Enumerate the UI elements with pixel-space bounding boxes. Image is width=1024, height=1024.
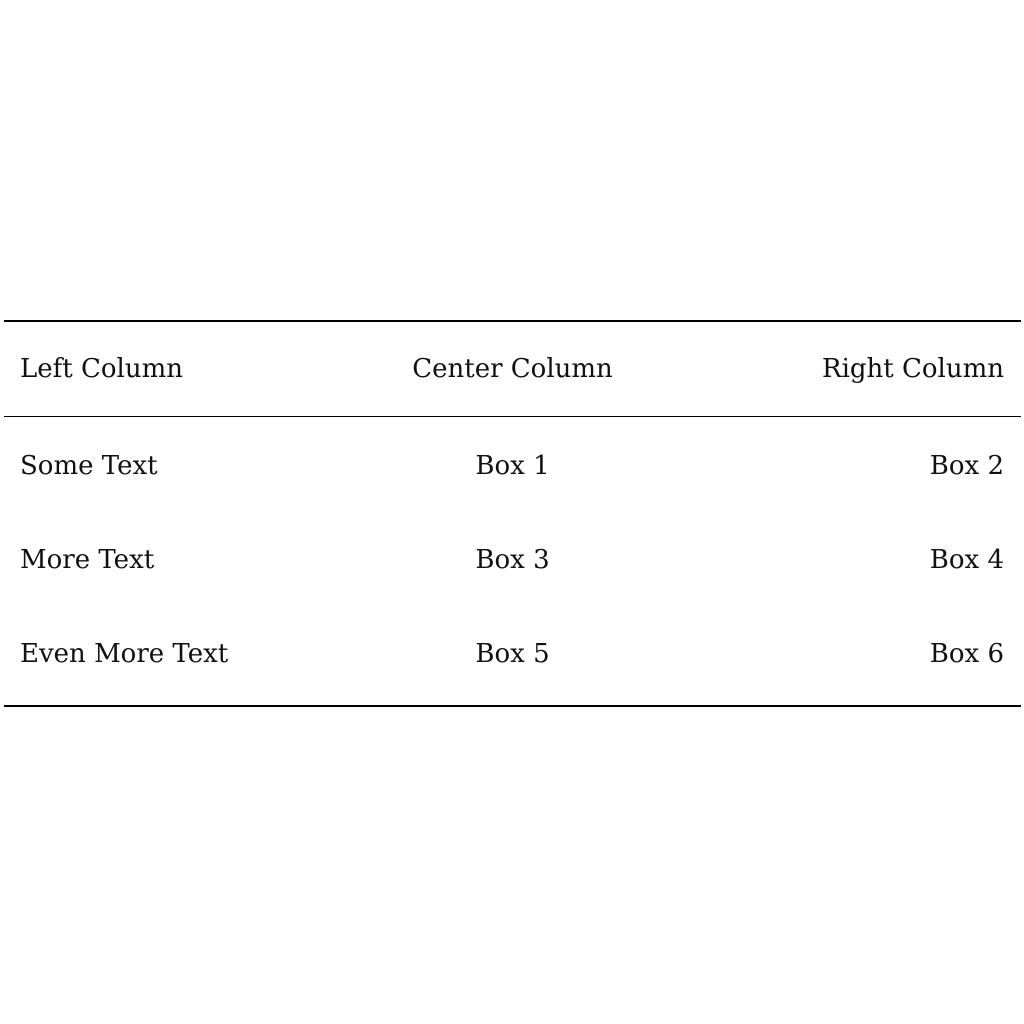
table-header-rule — [4, 416, 1021, 417]
table-cell-left: Some Text — [20, 451, 158, 481]
table-cell-center: Box 1 — [475, 451, 550, 481]
header-right-column: Right Column — [822, 354, 1004, 384]
table-cell-right: Box 6 — [929, 639, 1004, 669]
table-cell-center: Box 3 — [475, 545, 550, 575]
table-cell-right: Box 4 — [929, 545, 1004, 575]
table-body: Some Text Box 1 Box 2 More Text Box 3 Bo… — [4, 417, 1021, 705]
table-cell-left: More Text — [20, 545, 155, 575]
table-row: Even More Text Box 5 Box 6 — [4, 607, 1021, 701]
table-bottom-rule — [4, 705, 1021, 707]
header-left-column: Left Column — [20, 354, 183, 384]
table-row: More Text Box 3 Box 4 — [4, 513, 1021, 607]
table-cell-left: Even More Text — [20, 639, 229, 669]
table-cell-right: Box 2 — [929, 451, 1004, 481]
table-header-row: Left Column Center Column Right Column — [4, 322, 1021, 416]
table-row: Some Text Box 1 Box 2 — [4, 419, 1021, 513]
table-top-rule — [4, 320, 1021, 322]
table-cell-center: Box 5 — [475, 639, 550, 669]
data-table: Left Column Center Column Right Column S… — [4, 320, 1021, 707]
header-center-column: Center Column — [412, 354, 613, 384]
